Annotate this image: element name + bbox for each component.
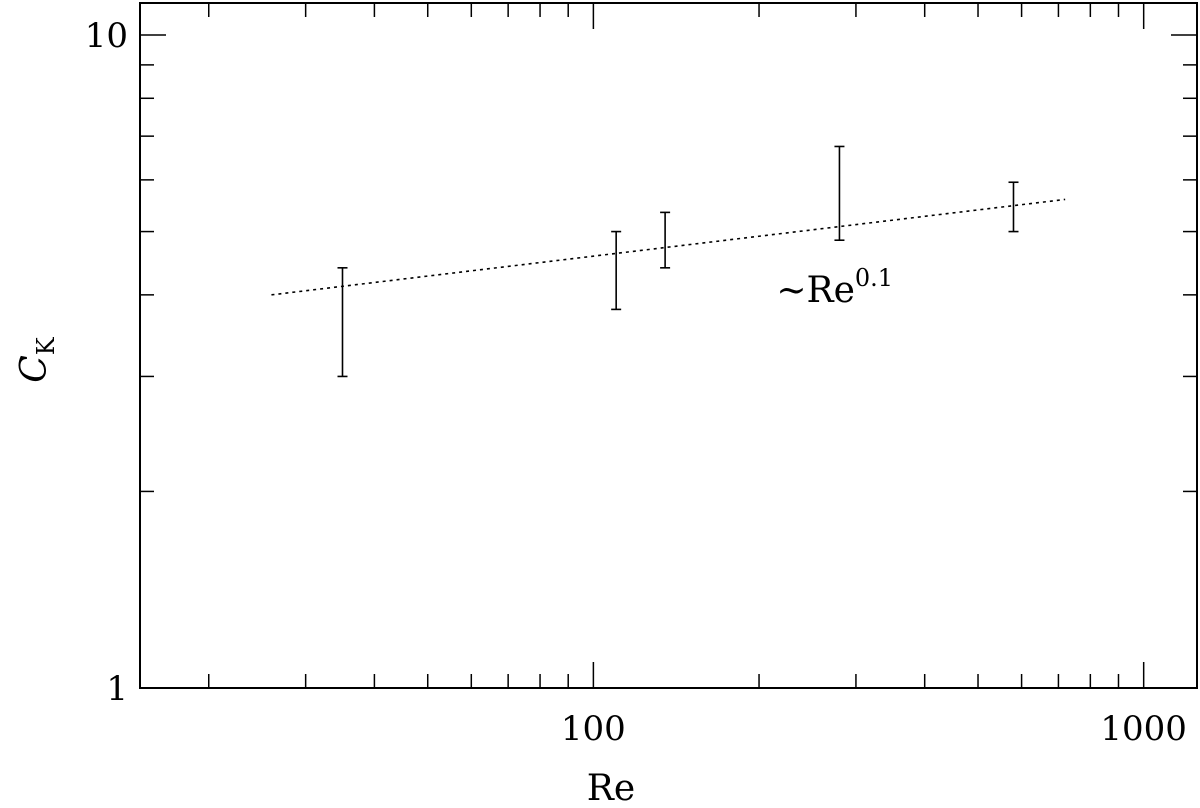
y-tick-label: 1 (106, 669, 128, 709)
errorbar-group (337, 145, 1019, 378)
y-axis-title-main: C (14, 355, 55, 383)
x-axis-title: Re (587, 768, 635, 808)
x-tick-label: 1000 (1100, 709, 1187, 749)
y-axis-title: CK (14, 336, 60, 383)
plot-frame-group (139, 2, 1198, 689)
y-axis-title-subscript: K (32, 336, 60, 355)
error-bar (660, 211, 671, 269)
y-tick-label: 10 (85, 16, 128, 56)
tick-labels-group: 100 1000 1 10 (85, 16, 1187, 749)
fit-annotation-text: ~Re (776, 270, 855, 311)
axis-ticks-group (140, 3, 1197, 689)
fit-line-group (271, 198, 1066, 296)
plot-frame (139, 2, 1198, 689)
error-bar (611, 230, 622, 311)
error-bar (1008, 181, 1019, 233)
x-tick-label: 100 (561, 709, 626, 749)
fit-annotation: ~Re0.1 (776, 264, 893, 311)
error-bar (834, 145, 845, 242)
error-bar (337, 267, 348, 378)
fit-annotation-exponent: 0.1 (855, 264, 893, 292)
fit-line (271, 198, 1066, 296)
